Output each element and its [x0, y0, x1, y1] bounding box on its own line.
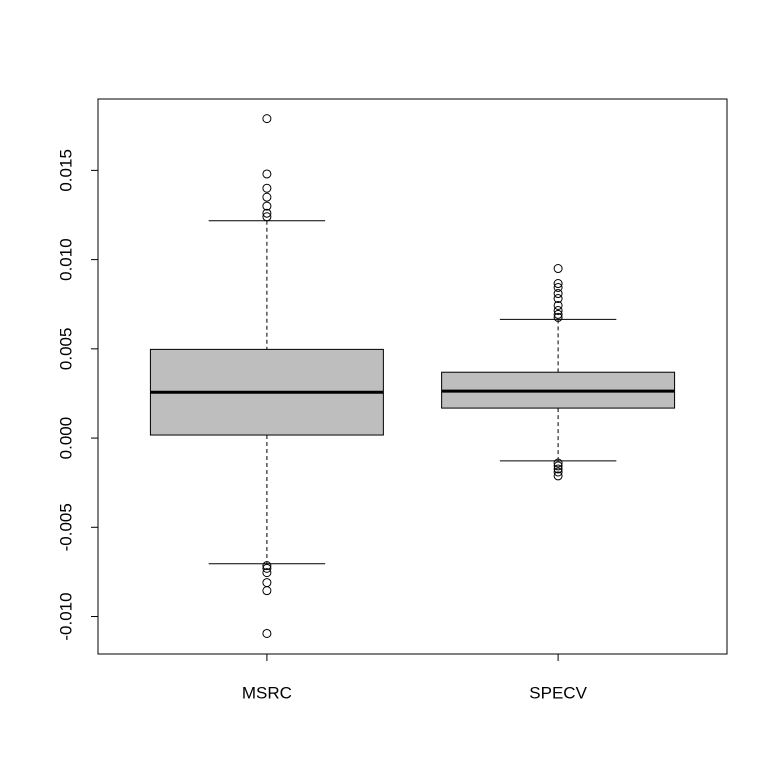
outlier	[262, 114, 272, 124]
outlier	[262, 212, 272, 222]
outlier	[262, 568, 272, 578]
outlier	[553, 309, 563, 319]
y-tick-label: 0.010	[56, 238, 75, 281]
outlier	[553, 282, 563, 292]
outlier	[553, 467, 563, 477]
y-tick-label: -0.010	[56, 592, 75, 640]
outlier	[553, 461, 563, 471]
outlier	[262, 563, 272, 573]
outlier	[262, 169, 272, 179]
outlier	[553, 312, 563, 322]
outlier	[553, 464, 563, 474]
outlier	[262, 183, 272, 193]
outlier	[553, 264, 563, 274]
x-tick-label: MSRC	[242, 683, 292, 702]
y-tick-label: 0.015	[56, 149, 75, 192]
outlier	[262, 201, 272, 211]
outlier	[553, 458, 563, 468]
outlier	[553, 294, 563, 304]
outlier	[262, 561, 272, 571]
outlier	[553, 305, 563, 315]
outlier	[262, 208, 272, 218]
outlier	[262, 578, 272, 588]
y-tick-label: 0.000	[56, 417, 75, 460]
outlier	[553, 471, 563, 481]
y-tick-label: 0.005	[56, 328, 75, 371]
x-tick-label: SPECV	[529, 683, 587, 702]
outlier	[553, 279, 563, 289]
outlier	[262, 586, 272, 596]
outlier	[553, 289, 563, 299]
outlier	[262, 628, 272, 638]
y-tick-label: -0.005	[56, 503, 75, 551]
outlier	[553, 300, 563, 310]
outlier	[262, 192, 272, 202]
plot-frame	[97, 98, 728, 655]
